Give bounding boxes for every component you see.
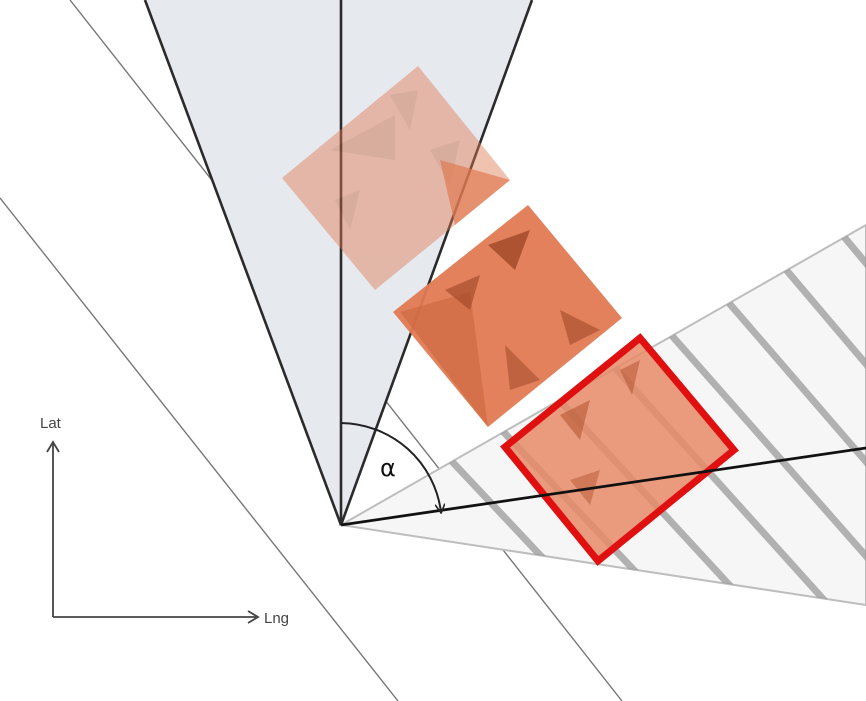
angle-arc: [340, 422, 441, 512]
parcel-faded: [282, 66, 510, 290]
guide-line-outer: [0, 197, 399, 701]
lng-arrow-icon: [247, 610, 260, 624]
bearing-line: [340, 446, 866, 527]
view-cone-left-edge: [143, 0, 343, 526]
angle-label: α: [380, 454, 396, 482]
view-cone-right-edge: [339, 0, 534, 526]
parcel-highlighted: [500, 333, 739, 566]
coordinate-axes: Lat Lng: [40, 415, 289, 627]
view-cone: [145, 0, 532, 525]
parcel-solid: [393, 205, 622, 427]
lat-arrow-icon: [46, 440, 60, 453]
lat-label: Lat: [40, 415, 62, 432]
lng-label: Lng: [264, 610, 289, 627]
parcel-faded-edge: [440, 160, 510, 225]
